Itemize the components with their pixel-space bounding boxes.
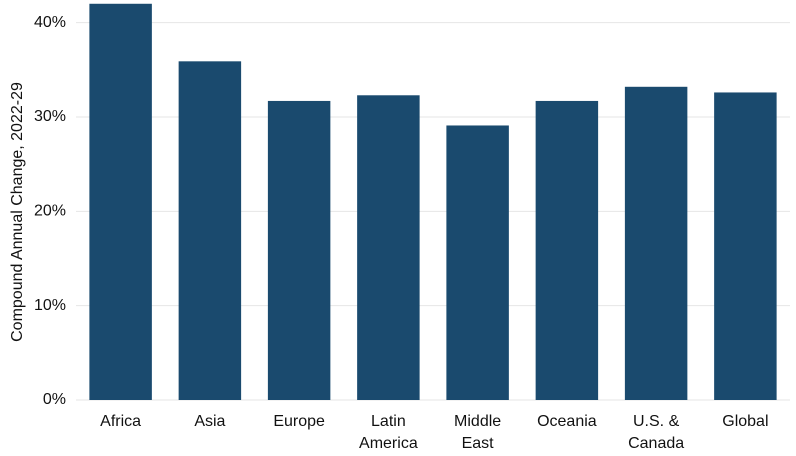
bar [535, 100, 599, 401]
x-tick-label: Latin America [359, 413, 418, 452]
x-tick-label: Europe [273, 413, 325, 430]
y-tick-label: 20% [34, 203, 66, 220]
y-tick-label: 30% [34, 108, 66, 125]
x-tick-label: Global [722, 413, 768, 430]
bar [178, 61, 242, 401]
x-tick-label: Oceania [537, 413, 597, 430]
y-tick-label: 0% [43, 391, 66, 408]
bar [624, 86, 688, 400]
y-tick-label: 10% [34, 297, 66, 314]
x-tick-label: Africa [100, 413, 141, 430]
x-tick-label: U.S. & Canada [628, 413, 684, 452]
bar [89, 3, 152, 400]
y-tick-label: 40% [34, 14, 66, 31]
x-tick-label: Middle East [454, 413, 501, 452]
bar [714, 92, 777, 401]
bar [357, 95, 420, 400]
bar [446, 125, 509, 401]
bar [267, 100, 331, 401]
x-tick-label: Asia [194, 413, 225, 430]
y-axis-label: Compound Annual Change, 2022-29 [9, 82, 26, 342]
